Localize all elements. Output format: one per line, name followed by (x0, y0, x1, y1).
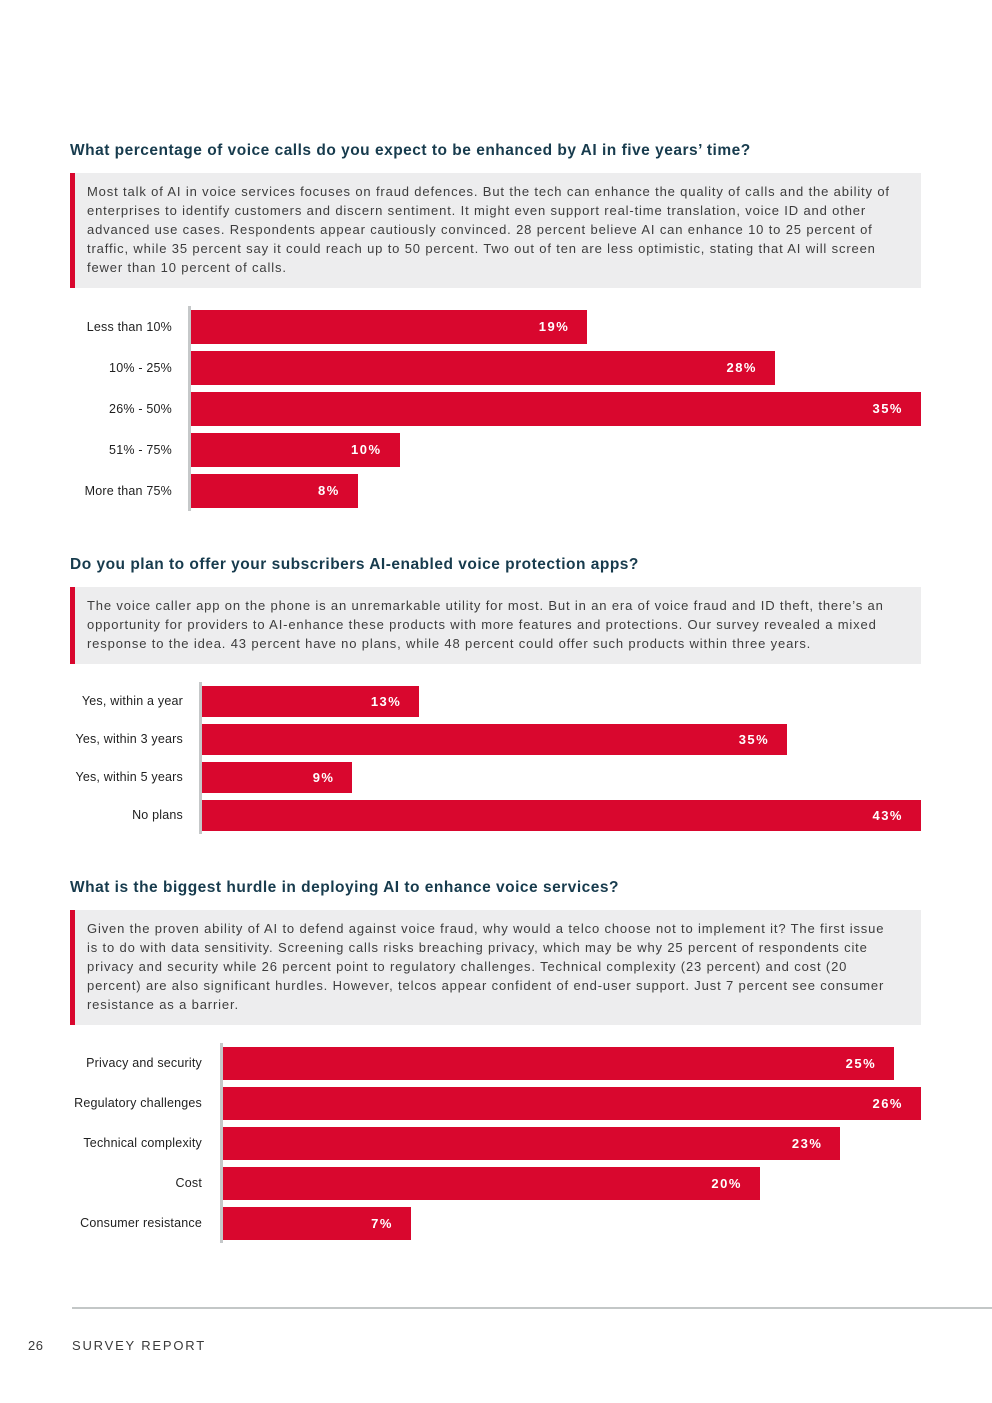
bar-row: 10% - 25% 28% (70, 347, 921, 388)
bar: 26% (223, 1086, 921, 1120)
bar: 9% (202, 761, 353, 793)
bar-track: 19% (188, 306, 921, 347)
bar: 20% (223, 1166, 760, 1200)
value-label: 26% (872, 1095, 903, 1111)
bar-track: 35% (188, 388, 921, 429)
value-label: 35% (872, 401, 903, 416)
category-label: Privacy and security (86, 1056, 202, 1070)
bar-chart-voice-protection-apps: Yes, within a year 13% Yes, within 3 years… (70, 682, 921, 834)
category-label: Yes, within a year (81, 694, 183, 708)
value-label: 28% (726, 360, 757, 375)
bar-track: 25% (220, 1043, 921, 1083)
bar-track: 43% (199, 796, 921, 834)
value-label: 10% (351, 442, 382, 457)
callout-text: The voice caller app on the phone is an … (87, 598, 884, 651)
bar-track: 10% (188, 429, 921, 470)
bar-track: 13% (199, 682, 921, 720)
value-label: 20% (711, 1175, 742, 1191)
bar: 23% (223, 1126, 841, 1160)
category-label: Yes, within 3 years (75, 732, 183, 746)
section-heading: What percentage of voice calls do you ex… (70, 142, 751, 159)
category-label: Technical complexity (83, 1136, 202, 1150)
callout-box: Most talk of AI in voice services focuse… (70, 173, 921, 288)
bar-row: Cost 20% (70, 1163, 921, 1203)
category-label: 26% - 50% (109, 401, 172, 416)
bar-track: 8% (188, 470, 921, 511)
callout-text: Most talk of AI in voice services focuse… (87, 184, 890, 275)
bar-row: Less than 10% 19% (70, 306, 921, 347)
callout-text: Given the proven ability of AI to defend… (87, 921, 885, 1012)
value-label: 23% (791, 1135, 823, 1151)
bar-row: Yes, within 5 years 9% (70, 758, 921, 796)
bar-track: 28% (188, 347, 921, 388)
bar-row: 51% - 75% 10% (70, 429, 921, 470)
value-label: 13% (370, 693, 402, 709)
bar-row: Yes, within a year 13% (70, 682, 921, 720)
bar-track: 23% (220, 1123, 921, 1163)
bar-row: Regulatory challenges 26% (70, 1083, 921, 1123)
bar: 35% (202, 723, 788, 755)
bar-track: 7% (220, 1203, 921, 1243)
value-label: 8% (318, 483, 340, 498)
category-label: No plans (132, 808, 183, 822)
report-title: SURVEY REPORT (72, 1338, 206, 1353)
section-heading: What is the biggest hurdle in deploying … (70, 879, 619, 896)
bar: 19% (191, 309, 588, 344)
bar-row: Yes, within 3 years 35% (70, 720, 921, 758)
bar: 8% (191, 473, 358, 508)
bar-row: Privacy and security 25% (70, 1043, 921, 1083)
page-number: 26 (28, 1338, 44, 1353)
bar-track: 26% (220, 1083, 921, 1123)
bar: 13% (202, 685, 420, 717)
bar-row: Technical complexity 23% (70, 1123, 921, 1163)
bar: 25% (223, 1046, 895, 1080)
footer-row: 26 SURVEY REPORT (28, 1338, 992, 1353)
category-label: 51% - 75% (109, 442, 172, 457)
section-voice-protection-apps: Do you plan to offer your subscribers AI… (70, 556, 921, 834)
section-heading: Do you plan to offer your subscribers AI… (70, 556, 639, 573)
bar-track: 20% (220, 1163, 921, 1203)
bar-row: More than 75% 8% (70, 470, 921, 511)
category-label: More than 75% (84, 483, 172, 498)
category-label: Less than 10% (86, 319, 172, 334)
section-ai-enhanced-calls: What percentage of voice calls do you ex… (70, 142, 921, 511)
callout-box: The voice caller app on the phone is an … (70, 587, 921, 664)
value-label: 43% (872, 807, 903, 823)
value-label: 9% (312, 769, 335, 785)
section-biggest-hurdle: What is the biggest hurdle in deploying … (70, 879, 921, 1243)
bar: 28% (191, 350, 775, 385)
bar-track: 9% (199, 758, 921, 796)
value-label: 7% (371, 1215, 393, 1231)
bar-chart-ai-enhanced-calls: Less than 10% 19% 10% - 25% 28% 26% - 50% 35%… (70, 306, 921, 511)
bar: 10% (191, 432, 400, 467)
value-label: 25% (845, 1055, 877, 1071)
bar-row: Consumer resistance 7% (70, 1203, 921, 1243)
footer-divider (72, 1307, 992, 1309)
category-label: Cost (175, 1176, 202, 1190)
value-label: 19% (538, 319, 570, 334)
category-label: Yes, within 5 years (75, 770, 183, 784)
page-content: What percentage of voice calls do you ex… (70, 0, 921, 1243)
bar: 35% (191, 391, 921, 426)
bar-row: No plans 43% (70, 796, 921, 834)
bar: 7% (223, 1206, 411, 1240)
bar-track: 35% (199, 720, 921, 758)
value-label: 35% (738, 731, 770, 747)
category-label: Consumer resistance (80, 1216, 202, 1230)
bar-row: 26% - 50% 35% (70, 388, 921, 429)
category-label: Regulatory challenges (74, 1096, 202, 1110)
callout-box: Given the proven ability of AI to defend… (70, 910, 921, 1025)
category-label: 10% - 25% (109, 360, 172, 375)
bar-chart-biggest-hurdle: Privacy and security 25% Regulatory challe… (70, 1043, 921, 1243)
page-footer: 26 SURVEY REPORT (0, 1307, 992, 1353)
bar: 43% (202, 799, 921, 831)
